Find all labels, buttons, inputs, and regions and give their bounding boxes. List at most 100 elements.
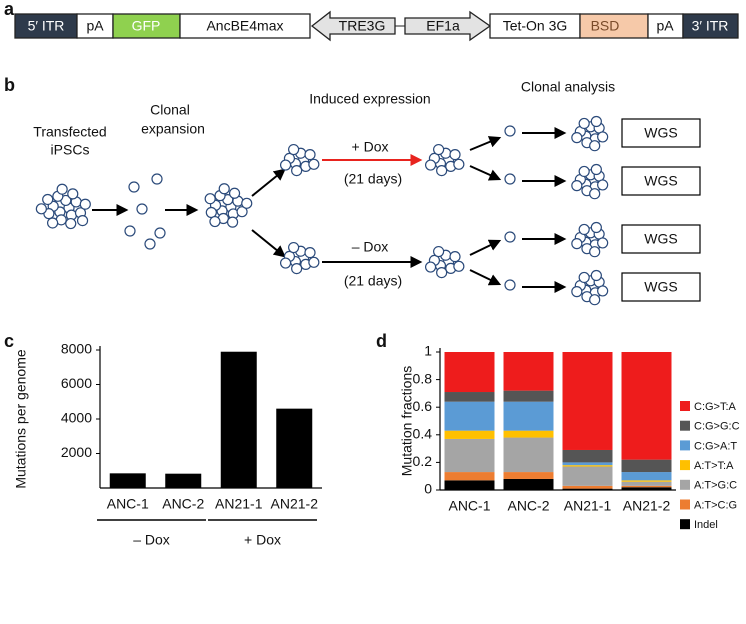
element-label: Tet-On 3G bbox=[503, 18, 568, 34]
stage-label: Clonal analysis bbox=[521, 79, 615, 95]
legend-label: A:T>G:C bbox=[694, 480, 737, 492]
legend-swatch bbox=[680, 519, 690, 530]
group-label: + Dox bbox=[244, 532, 281, 548]
bar-segment bbox=[562, 488, 613, 490]
cell-cluster bbox=[424, 245, 465, 279]
y-tick-label: 0.4 bbox=[413, 426, 433, 442]
group-label: – Dox bbox=[133, 532, 170, 548]
cell bbox=[571, 132, 583, 144]
bar-segment bbox=[444, 401, 495, 431]
cell bbox=[590, 163, 602, 176]
cell bbox=[504, 173, 516, 185]
panel-label: c bbox=[4, 331, 14, 351]
bar bbox=[220, 351, 257, 488]
y-tick-label: 8000 bbox=[61, 341, 92, 357]
cell bbox=[288, 143, 300, 156]
x-tick-label: AN21-1 bbox=[215, 496, 263, 512]
legend-swatch bbox=[680, 499, 690, 510]
cell bbox=[47, 217, 59, 229]
element-box bbox=[647, 13, 684, 39]
cell-cluster bbox=[571, 115, 609, 152]
cell bbox=[124, 225, 136, 237]
cell bbox=[128, 181, 140, 193]
y-tick-label: 2000 bbox=[61, 444, 92, 460]
cell bbox=[597, 237, 609, 249]
panel-label: d bbox=[376, 331, 387, 351]
cell-cluster bbox=[571, 221, 609, 258]
cell bbox=[291, 262, 303, 275]
element-box bbox=[14, 13, 78, 39]
bar bbox=[276, 408, 313, 488]
cell bbox=[436, 164, 448, 177]
bar-segment bbox=[621, 481, 672, 486]
cell bbox=[453, 158, 465, 170]
cell bbox=[590, 269, 602, 282]
bar-segment bbox=[503, 390, 554, 402]
element-label: EF1a bbox=[426, 18, 460, 34]
y-tick-label: 6000 bbox=[61, 375, 92, 391]
cell-cluster bbox=[204, 183, 253, 228]
cell-cluster bbox=[279, 143, 320, 177]
bar-segment bbox=[503, 437, 554, 473]
cell bbox=[136, 203, 148, 215]
x-tick-label: AN21-2 bbox=[623, 498, 671, 514]
legend-label: C:G>G:C bbox=[694, 421, 740, 433]
cell bbox=[433, 143, 445, 156]
cell bbox=[42, 193, 54, 206]
bar-segment bbox=[503, 401, 554, 431]
cell bbox=[589, 294, 601, 306]
bar-segment bbox=[562, 352, 613, 450]
bar-segment bbox=[621, 480, 672, 482]
cell bbox=[571, 180, 583, 192]
stage-label: expansion bbox=[141, 121, 205, 137]
y-tick-label: 0 bbox=[424, 481, 432, 497]
cell bbox=[65, 217, 77, 230]
stage-label: Induced expression bbox=[309, 91, 430, 107]
x-tick-label: AN21-2 bbox=[271, 496, 319, 512]
cell bbox=[433, 245, 445, 258]
cell bbox=[228, 187, 241, 199]
cell bbox=[578, 223, 590, 236]
cell bbox=[449, 250, 461, 263]
element-label: pA bbox=[656, 18, 674, 34]
cell-cluster bbox=[571, 163, 609, 200]
cell bbox=[578, 117, 590, 130]
x-tick-label: ANC-1 bbox=[107, 496, 149, 512]
cell bbox=[291, 164, 303, 177]
legend-label: Indel bbox=[694, 519, 718, 531]
cell bbox=[504, 231, 516, 243]
cell bbox=[504, 279, 516, 291]
cell bbox=[424, 261, 437, 273]
wgs-label: WGS bbox=[644, 279, 677, 295]
workflow: Transfected iPSCs Clonal expansion Induc… bbox=[33, 79, 701, 306]
element-label: GFP bbox=[132, 18, 161, 34]
cell-cluster bbox=[424, 143, 465, 177]
cell bbox=[35, 203, 47, 215]
cell bbox=[571, 238, 583, 250]
y-axis-label: Mutation fractions bbox=[399, 366, 415, 477]
legend-label: A:T>C:G bbox=[694, 499, 737, 511]
condition-label: + Dox bbox=[352, 139, 389, 155]
element-box bbox=[682, 13, 739, 39]
cell-cluster bbox=[35, 183, 91, 230]
cell bbox=[436, 266, 448, 279]
bar-segment bbox=[562, 449, 613, 463]
legend-label: A:T>T:A bbox=[694, 460, 734, 472]
wgs-boxes bbox=[621, 118, 701, 302]
element-box bbox=[579, 13, 649, 39]
bar-segment bbox=[562, 466, 613, 486]
element-label: TRE3G bbox=[339, 18, 386, 34]
element-box bbox=[76, 13, 114, 39]
legend-swatch bbox=[680, 440, 690, 451]
bar-segment bbox=[503, 472, 554, 479]
cell bbox=[76, 214, 89, 227]
legend-swatch bbox=[680, 420, 690, 431]
cell bbox=[204, 193, 216, 205]
legend-label: C:G>A:T bbox=[694, 440, 737, 452]
bar-segment bbox=[503, 430, 554, 438]
cell bbox=[590, 115, 602, 128]
construct: 5′ ITR pA GFP AncBE4max TRE3G EF1a Tet-O… bbox=[14, 10, 739, 42]
x-tick-label: AN21-1 bbox=[564, 498, 612, 514]
cell bbox=[67, 188, 79, 200]
